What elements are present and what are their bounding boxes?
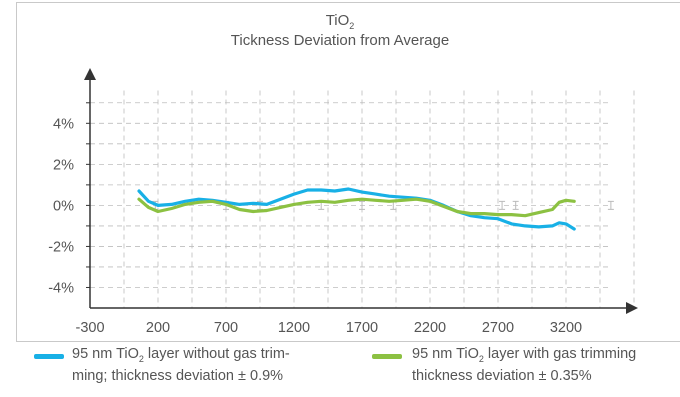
- legend-label-pre: 95 nm TiO: [72, 346, 139, 362]
- legend-swatch-without-gas: [34, 354, 64, 359]
- error-bar: [607, 200, 614, 210]
- y-tick-label: 2%: [53, 157, 74, 173]
- legend-item-with-gas: 95 nm TiO2 layer with gas trimming thick…: [412, 346, 678, 385]
- x-tick-label: 2200: [414, 320, 446, 336]
- legend-label-pre: 95 nm TiO: [412, 346, 479, 362]
- error-bar: [512, 200, 519, 210]
- chart-subtitle: Tickness Deviation from Average: [230, 32, 450, 49]
- title-formula-sub: 2: [349, 21, 355, 31]
- x-tick-label: 3200: [550, 320, 582, 336]
- x-tick-label: 200: [146, 320, 170, 336]
- chart-title: TiO2: [0, 12, 680, 31]
- x-tick-label: -300: [75, 320, 104, 336]
- y-tick-label: 4%: [53, 116, 74, 132]
- x-tick-label: 700: [214, 320, 238, 336]
- legend-item-without-gas: 95 nm TiO2 layer without gas trim- ming;…: [72, 346, 290, 385]
- y-tick-label: -2%: [48, 239, 74, 255]
- legend-swatch-with-gas: [372, 354, 402, 359]
- legend-label-sub: 2: [138, 353, 144, 364]
- legend-label-sub: 2: [478, 353, 484, 364]
- y-tick-label: 0%: [53, 198, 74, 214]
- legend: 95 nm TiO2 layer without gas trim- ming;…: [0, 345, 680, 397]
- legend-label-line2: thickness deviation ± 0.35%: [412, 367, 592, 384]
- x-tick-label: 1700: [346, 320, 378, 336]
- error-bar: [359, 200, 365, 210]
- y-tick-label: -4%: [48, 280, 74, 296]
- chart-plot: 4% 2% 0% -2% -4% -300 200 700 1200 1700 2200 2700 32…: [48, 68, 638, 336]
- series-line-with-gas: [137, 197, 576, 218]
- y-axis-arrow: [84, 68, 96, 80]
- series-line-without-gas: [137, 187, 576, 231]
- error-bar: [499, 200, 506, 210]
- x-axis-arrow: [626, 302, 638, 314]
- x-tick-label: 2700: [482, 320, 514, 336]
- chart-frame: [16, 2, 680, 342]
- legend-label-line2: ming; thickness deviation ± 0.9%: [72, 367, 284, 384]
- legend-label-post: layer with gas trimming: [483, 346, 637, 362]
- legend-label-post: layer without gas trim-: [143, 346, 290, 362]
- x-tick-label: 1200: [278, 320, 310, 336]
- title-formula-base: TiO: [325, 12, 350, 29]
